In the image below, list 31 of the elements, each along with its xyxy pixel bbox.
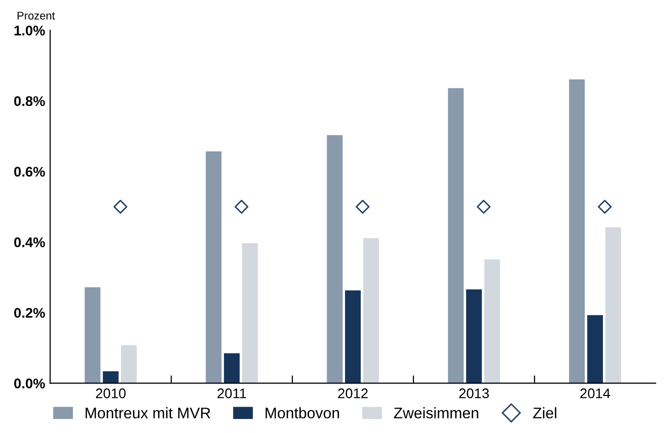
x-tick-label: 2013 (459, 388, 489, 398)
bar (326, 135, 343, 384)
bar (587, 315, 603, 384)
x-tick-label: 2011 (218, 388, 246, 398)
bar (345, 290, 361, 384)
x-tick-label: 2012 (338, 388, 368, 398)
y-tick-label: 0.4% (14, 237, 45, 248)
legend-label: Montreux mit MVR (86, 407, 210, 418)
bar (121, 345, 137, 384)
bar (206, 151, 222, 384)
x-tick-label: 2014 (580, 388, 610, 398)
bar (484, 259, 500, 384)
bar (84, 287, 100, 384)
y-tick-label: 0.2% (14, 308, 45, 318)
x-tick-label: 2010 (96, 388, 126, 398)
bar (466, 289, 482, 384)
y-tick-label: 0.0% (14, 378, 45, 388)
y-tick-label: 0.8% (14, 96, 45, 106)
y-tick-label: 0.6% (14, 166, 45, 177)
legend-label: Ziel (533, 407, 556, 418)
bar (224, 353, 240, 384)
bar (569, 79, 585, 384)
y-axis-title: Prozent (18, 12, 55, 20)
bar (605, 227, 622, 384)
bar (363, 238, 379, 384)
legend-label: Montbovon (266, 407, 339, 418)
bar (102, 371, 119, 384)
y-tick-label: 1.0% (14, 26, 45, 36)
bar (242, 243, 258, 384)
legend-label: Zweisimmen (394, 407, 478, 418)
bar (448, 88, 464, 384)
